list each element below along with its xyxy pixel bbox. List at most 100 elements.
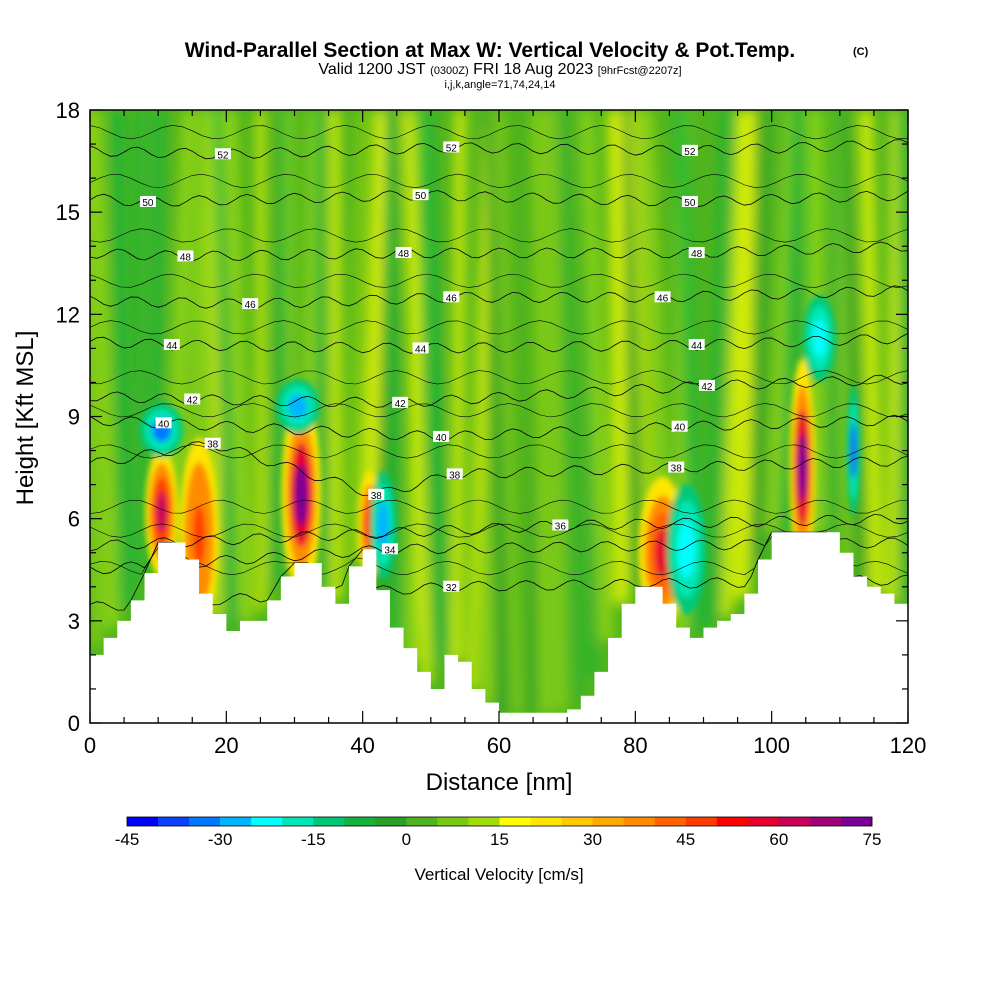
velocity-streak (895, 110, 908, 607)
colorbar-swatch (561, 817, 593, 826)
velocity-streak (532, 110, 553, 713)
contour-label-text: 42 (395, 399, 407, 410)
theta-contour-minor (90, 320, 908, 335)
contour-label-text: 46 (657, 293, 669, 304)
theta-contour-46 (90, 285, 908, 310)
contour-label: 36 (552, 519, 569, 532)
contour-label: 50 (681, 195, 698, 209)
colorbar-swatch (530, 817, 562, 826)
contour-label-text: 52 (446, 143, 458, 154)
copyright-mark: (C) (853, 46, 869, 58)
contour-label: 42 (698, 379, 715, 393)
colorbar-swatch (220, 817, 252, 826)
velocity-streak (111, 110, 134, 607)
contour-label: 52 (443, 141, 460, 154)
contour-label: 44 (163, 338, 180, 352)
colorbar-tick-label: 75 (863, 830, 882, 849)
theta-contour-48 (90, 241, 908, 262)
contour-label-text: 42 (187, 395, 199, 406)
velocity-streak (90, 110, 120, 628)
colorbar-swatch (778, 817, 811, 826)
velocity-streak (483, 110, 509, 713)
contour-label: 32 (443, 580, 460, 594)
velocity-streak (859, 110, 884, 592)
velocity-streak (705, 110, 735, 624)
potential-temperature-contours (90, 124, 908, 611)
downdraft-core (812, 319, 827, 358)
theta-contour-42 (90, 374, 908, 408)
contour-label: 44 (688, 338, 705, 352)
theta-contour-40 (90, 414, 908, 442)
updraft-core (295, 464, 308, 526)
contour-label-text: 50 (415, 191, 427, 202)
updraft-core (192, 505, 206, 567)
contour-label: 34 (381, 543, 398, 556)
colorbar-swatch (623, 817, 656, 826)
velocity-streak (416, 110, 450, 662)
grid-indices: i,j,k,angle=71,74,24,14 (444, 79, 555, 91)
contour-label: 46 (443, 291, 460, 304)
colorbar-swatch (251, 817, 283, 826)
velocity-streak (721, 110, 748, 617)
x-axis-label: Distance [nm] (426, 769, 573, 796)
contour-label: 38 (446, 468, 463, 481)
contour-label-text: 36 (555, 521, 567, 532)
colorbar-swatch (406, 817, 438, 826)
contour-label-text: 38 (207, 440, 219, 451)
colorbar-swatch (375, 817, 407, 826)
contour-label: 50 (139, 195, 156, 209)
colorbar-swatch (437, 817, 469, 826)
velocity-streak (622, 110, 642, 587)
contour-label-text: 38 (671, 464, 683, 475)
theta-contour-minor (90, 370, 908, 385)
velocity-streak (182, 110, 210, 563)
contour-label-text: 48 (398, 249, 410, 260)
colorbar-swatch (499, 817, 531, 826)
contour-label-text: 38 (371, 491, 383, 502)
chart-title: Wind-Parallel Section at Max W: Vertical… (185, 39, 796, 62)
terrain-mask (90, 532, 908, 723)
valid-prefix: Valid 1200 JST (318, 61, 426, 78)
velocity-streak (835, 110, 850, 565)
contour-label-text: 44 (166, 341, 178, 352)
colorbar-swatch (592, 817, 624, 826)
colorbar-swatch (468, 817, 500, 826)
x-tick-label: 120 (890, 733, 927, 758)
contour-label: 52 (214, 148, 231, 161)
contour-label: 52 (681, 144, 698, 158)
colorbar-tick-label: 45 (676, 830, 695, 849)
contour-label-text: 46 (446, 293, 458, 304)
valid-utc: (0300Z) (430, 65, 469, 77)
velocity-streak (329, 110, 342, 601)
theta-contour-minor (90, 499, 908, 514)
theta-contour-minor (90, 228, 908, 243)
contour-label-text: 50 (684, 198, 696, 209)
colorbar-frame (126, 816, 873, 827)
y-tick-label: 12 (56, 302, 80, 327)
contour-label: 48 (395, 247, 412, 260)
contour-label: 48 (177, 250, 194, 263)
contour-label-text: 38 (449, 470, 461, 481)
colorbar-swatch (189, 817, 221, 826)
colorbar-swatch (716, 817, 749, 826)
y-tick-label: 15 (56, 200, 80, 225)
velocity-streak (256, 110, 266, 609)
x-tick-label: 20 (214, 733, 238, 758)
y-tick-label: 6 (68, 507, 80, 532)
contour-label-text: 40 (158, 419, 170, 430)
downdraft-core (288, 394, 308, 419)
contour-label-text: 42 (701, 382, 713, 393)
chart-title-block: Wind-Parallel Section at Max W: Vertical… (185, 39, 869, 91)
valid-time-line: Valid 1200 JST (0300Z) FRI 18 Aug 2023 [… (318, 61, 681, 78)
colorbar-swatch (282, 817, 314, 826)
contour-label: 48 (688, 247, 705, 260)
colorbar-tick-label: 15 (490, 830, 509, 849)
theta-contour-minor (90, 403, 908, 418)
contour-label: 42 (184, 393, 201, 406)
contour-label: 40 (155, 417, 172, 430)
downdraft-core (850, 421, 857, 480)
colorbar-swatch (747, 817, 780, 826)
colorbar-swatch (685, 817, 718, 826)
colorbar-swatch (158, 817, 190, 826)
updraft-core (655, 528, 671, 577)
